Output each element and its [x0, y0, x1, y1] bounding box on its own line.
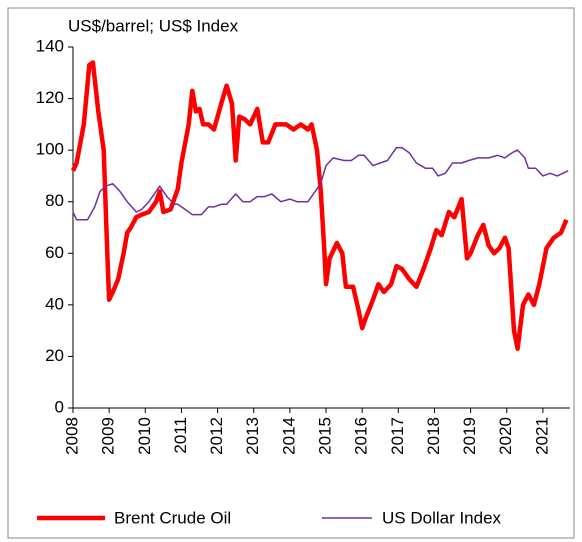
x-tick-label: 2016 — [352, 417, 371, 455]
series-line — [70, 60, 569, 351]
x-tick-label: 2012 — [207, 417, 226, 455]
y-tick-label: 140 — [36, 36, 64, 55]
x-tick-label: 2015 — [316, 417, 335, 455]
x-tick-label: 2021 — [532, 417, 551, 455]
x-tick-label: 2011 — [171, 417, 190, 454]
y-tick-label: 80 — [45, 191, 64, 210]
x-tick-label: 2009 — [99, 417, 118, 455]
x-tick-label: 2010 — [135, 417, 154, 455]
x-tick-label: 2014 — [279, 417, 298, 455]
y-tick-label: 100 — [36, 140, 64, 159]
x-tick-label: 2020 — [496, 417, 515, 455]
y-tick-label: 60 — [45, 243, 64, 262]
legend-label: Brent Crude Oil — [114, 508, 231, 527]
x-tick-label: 2013 — [243, 417, 262, 455]
y-tick-label: 40 — [45, 294, 64, 313]
x-tick-label: 2017 — [388, 417, 407, 455]
x-tick-label: 2008 — [62, 417, 81, 455]
y-tick-label: 0 — [55, 397, 64, 416]
series-line — [72, 146, 569, 221]
y-tick-label: 20 — [45, 346, 64, 365]
x-tick-label: 2019 — [460, 417, 479, 455]
chart-title: US$/barrel; US$ Index — [68, 16, 239, 35]
y-tick-label: 120 — [36, 88, 64, 107]
x-tick-label: 2018 — [424, 417, 443, 455]
chart-frame — [7, 7, 575, 539]
legend-label: US Dollar Index — [382, 508, 502, 527]
